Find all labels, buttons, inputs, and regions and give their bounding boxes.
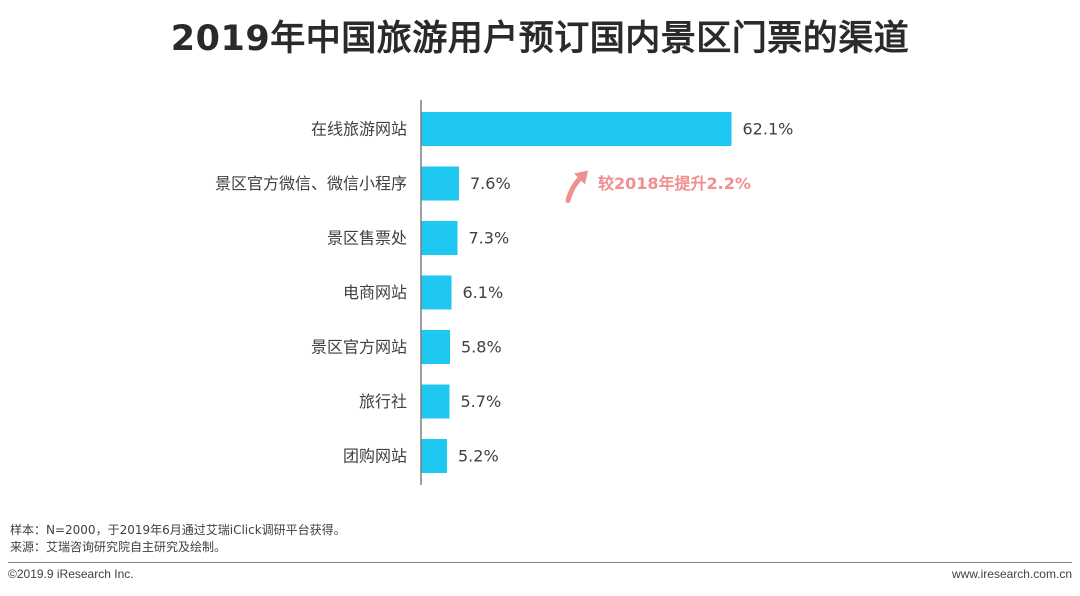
bar-chart: 在线旅游网站 62.1% 景区官方微信、微信小程序 7.6% 景区售票处 7.3% 电商网站…	[215, 100, 793, 485]
value-label: 5.2%	[458, 447, 499, 466]
value-label: 62.1%	[743, 120, 794, 139]
value-label: 5.8%	[461, 338, 502, 357]
value-label: 6.1%	[463, 283, 504, 302]
category-label: 景区官方微信、微信小程序	[215, 174, 407, 193]
category-label: 在线旅游网站	[311, 120, 407, 139]
bar	[421, 330, 450, 364]
bar	[421, 384, 450, 419]
bar	[421, 221, 458, 255]
value-label: 7.6%	[470, 174, 511, 193]
source-note: 来源：艾瑞咨询研究院自主研究及绘制。	[10, 540, 227, 554]
bars-layer: 在线旅游网站 62.1% 景区官方微信、微信小程序 7.6% 景区售票处 7.3% 电商网站…	[215, 112, 793, 473]
category-label: 景区官方网站	[311, 338, 407, 357]
category-label: 团购网站	[343, 447, 407, 466]
bar	[421, 439, 447, 473]
value-label: 5.7%	[461, 392, 502, 411]
bar	[421, 166, 459, 201]
category-label: 旅行社	[359, 392, 407, 411]
bar	[421, 275, 452, 310]
category-label: 电商网站	[343, 283, 407, 302]
value-label: 7.3%	[469, 229, 510, 248]
bar	[421, 112, 732, 146]
annotation-layer: 较2018年提升2.2%	[565, 170, 751, 203]
sample-note: 样本：N=2000，于2019年6月通过艾瑞iClick调研平台获得。	[10, 523, 346, 537]
chart-title: 2019年中国旅游用户预订国内景区门票的渠道	[170, 19, 910, 59]
growth-annotation: 较2018年提升2.2%	[598, 174, 751, 193]
category-label: 景区售票处	[327, 229, 407, 248]
website-text: www.iresearch.com.cn	[951, 567, 1072, 581]
copyright-text: ©2019.9 iResearch Inc.	[8, 567, 134, 581]
trend-up-arrow-icon	[565, 174, 585, 203]
footer-divider	[8, 562, 1072, 563]
trend-arrowhead-icon	[574, 170, 588, 185]
